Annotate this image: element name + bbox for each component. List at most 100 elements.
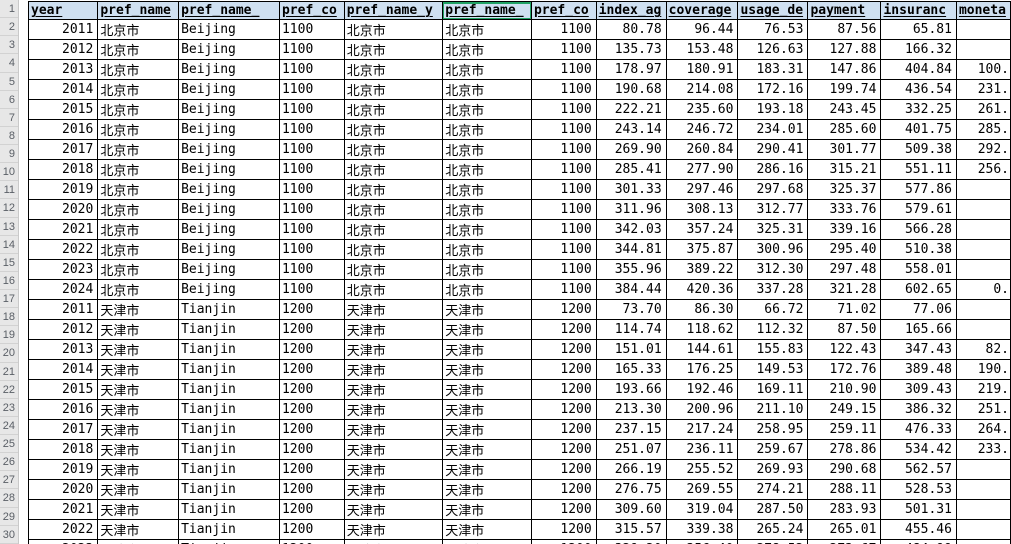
cell[interactable]: 269.90 xyxy=(595,139,667,160)
cell[interactable]: 1200 xyxy=(530,319,597,340)
cell[interactable]: 261. xyxy=(955,99,1011,120)
cell[interactable]: 269.93 xyxy=(737,459,809,480)
cell[interactable]: 1200 xyxy=(530,359,597,380)
cell[interactable]: 北京市 xyxy=(442,39,532,60)
cell[interactable]: 484.99 xyxy=(880,539,957,544)
cell[interactable] xyxy=(955,299,1011,320)
cell[interactable]: 2016 xyxy=(27,399,99,420)
cell[interactable]: 213.30 xyxy=(595,399,667,420)
cell[interactable]: 297.46 xyxy=(665,179,739,200)
cell[interactable]: 243.14 xyxy=(595,119,667,140)
cell[interactable] xyxy=(955,259,1011,280)
row-number[interactable]: 7 xyxy=(0,109,18,127)
cell[interactable]: 278.52 xyxy=(737,539,809,544)
cell[interactable]: Beijing xyxy=(178,79,280,100)
cell[interactable]: 290.68 xyxy=(807,459,882,480)
cell[interactable]: 1100 xyxy=(530,139,597,160)
cell[interactable]: 118.62 xyxy=(665,319,739,340)
cell[interactable] xyxy=(955,19,1011,40)
cell[interactable]: 339.16 xyxy=(807,219,882,240)
cell[interactable]: Tianjin xyxy=(178,439,280,460)
cell[interactable]: 北京市 xyxy=(442,259,532,280)
cell[interactable]: 2013 xyxy=(27,59,99,80)
cell[interactable]: 73.70 xyxy=(595,299,667,320)
column-header-pref_co[interactable]: pref_co xyxy=(278,1,345,20)
cell[interactable]: 天津市 xyxy=(442,439,532,460)
cell[interactable]: 天津市 xyxy=(97,339,180,360)
cell[interactable]: 166.32 xyxy=(880,39,957,60)
column-header-payment[interactable]: payment xyxy=(807,1,882,20)
cell[interactable]: 北京市 xyxy=(442,239,532,260)
cell[interactable]: 北京市 xyxy=(97,39,180,60)
cell[interactable]: 219. xyxy=(955,379,1011,400)
cell[interactable]: 1200 xyxy=(278,539,345,544)
cell[interactable]: Tianjin xyxy=(178,339,280,360)
cell[interactable]: 311.96 xyxy=(595,199,667,220)
cell[interactable]: 264. xyxy=(955,419,1011,440)
row-number[interactable]: 1 xyxy=(0,0,18,19)
column-header-index_ag[interactable]: index_ag xyxy=(595,1,667,20)
row-number[interactable]: 12 xyxy=(0,199,18,218)
cell[interactable]: 199.74 xyxy=(807,79,882,100)
cell[interactable]: 1100 xyxy=(278,199,345,220)
cell[interactable]: 天津市 xyxy=(343,319,444,340)
cell[interactable]: 北京市 xyxy=(97,159,180,180)
cell[interactable]: 2011 xyxy=(27,299,99,320)
cell[interactable]: 1200 xyxy=(530,339,597,360)
cell[interactable]: 1100 xyxy=(530,39,597,60)
cell[interactable]: 1200 xyxy=(278,419,345,440)
column-header-moneta[interactable]: moneta xyxy=(955,1,1011,20)
cell[interactable]: 北京市 xyxy=(97,219,180,240)
cell[interactable]: 269.55 xyxy=(665,479,739,500)
cell[interactable]: 153.48 xyxy=(665,39,739,60)
cell[interactable]: 天津市 xyxy=(97,539,180,544)
row-number[interactable]: 22 xyxy=(0,381,18,399)
cell[interactable]: 1200 xyxy=(278,379,345,400)
cell[interactable]: 2014 xyxy=(27,79,99,100)
cell[interactable]: 401.75 xyxy=(880,119,957,140)
cell[interactable]: Tianjin xyxy=(178,359,280,380)
cell[interactable]: 1200 xyxy=(278,459,345,480)
cell[interactable]: 149.53 xyxy=(737,359,809,380)
cell[interactable]: 283.93 xyxy=(807,499,882,520)
cell[interactable] xyxy=(955,479,1011,500)
cell[interactable]: 1200 xyxy=(278,339,345,360)
row-number[interactable]: 14 xyxy=(0,236,18,254)
cell[interactable]: 602.65 xyxy=(880,279,957,300)
cell[interactable]: 天津市 xyxy=(343,499,444,520)
cell[interactable] xyxy=(955,499,1011,520)
cell[interactable]: 2012 xyxy=(27,39,99,60)
row-number[interactable]: 21 xyxy=(0,363,18,381)
cell[interactable]: 2019 xyxy=(27,179,99,200)
cell[interactable]: 386.32 xyxy=(880,399,957,420)
cell[interactable]: 天津市 xyxy=(343,299,444,320)
cell[interactable]: 天津市 xyxy=(442,479,532,500)
cell[interactable]: 北京市 xyxy=(442,59,532,80)
cell[interactable]: 1100 xyxy=(278,119,345,140)
cell[interactable]: 2023 xyxy=(27,539,99,544)
cell[interactable]: 1100 xyxy=(530,179,597,200)
row-number[interactable]: 19 xyxy=(0,326,18,345)
cell[interactable]: Tianjin xyxy=(178,539,280,544)
cell[interactable]: 1100 xyxy=(530,279,597,300)
cell[interactable]: 233. xyxy=(955,439,1011,460)
cell[interactable]: 北京市 xyxy=(442,99,532,120)
cell[interactable]: 天津市 xyxy=(343,519,444,540)
cell[interactable]: 321.28 xyxy=(807,279,882,300)
cell[interactable]: 北京市 xyxy=(343,279,444,300)
cell[interactable]: 北京市 xyxy=(343,119,444,140)
column-header-pref_name_[interactable]: pref_name_ xyxy=(442,1,532,20)
cell[interactable]: 天津市 xyxy=(442,459,532,480)
cell[interactable]: Beijing xyxy=(178,19,280,40)
cell[interactable]: 249.15 xyxy=(807,399,882,420)
cell[interactable]: 200.96 xyxy=(665,399,739,420)
cell[interactable]: 1200 xyxy=(530,439,597,460)
cell[interactable]: 1100 xyxy=(530,119,597,140)
cell[interactable]: 214.08 xyxy=(665,79,739,100)
cell[interactable]: 192.46 xyxy=(665,379,739,400)
cell[interactable]: 北京市 xyxy=(97,59,180,80)
cell[interactable]: 1200 xyxy=(530,399,597,420)
cell[interactable]: 288.11 xyxy=(807,479,882,500)
cell[interactable]: 384.44 xyxy=(595,279,667,300)
cell[interactable]: 436.54 xyxy=(880,79,957,100)
